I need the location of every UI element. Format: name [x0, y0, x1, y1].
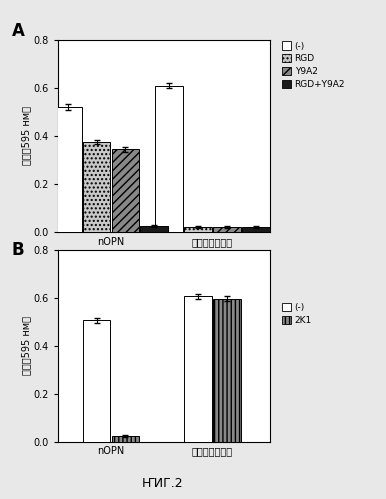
Y-axis label: 吸収（595 нм）: 吸収（595 нм） — [21, 316, 31, 375]
Bar — [83, 320, 110, 442]
Legend: (-), 2K1: (-), 2K1 — [281, 302, 313, 326]
Legend: (-), RGD, Y9A2, RGD+Y9A2: (-), RGD, Y9A2, RGD+Y9A2 — [281, 40, 346, 90]
Bar — [213, 299, 241, 442]
Bar — [184, 296, 212, 442]
Bar — [184, 227, 212, 232]
Text: ҤИГ.2: ҤИГ.2 — [141, 477, 183, 490]
Bar — [141, 226, 168, 232]
Bar — [112, 436, 139, 442]
Bar — [242, 227, 270, 232]
Text: B: B — [12, 241, 24, 258]
Bar — [54, 107, 81, 232]
Bar — [213, 227, 241, 232]
Y-axis label: 吸収（595 нм）: 吸収（595 нм） — [21, 106, 31, 166]
Bar — [156, 85, 183, 232]
Bar — [112, 149, 139, 232]
Bar — [83, 142, 110, 232]
Text: A: A — [12, 22, 24, 40]
